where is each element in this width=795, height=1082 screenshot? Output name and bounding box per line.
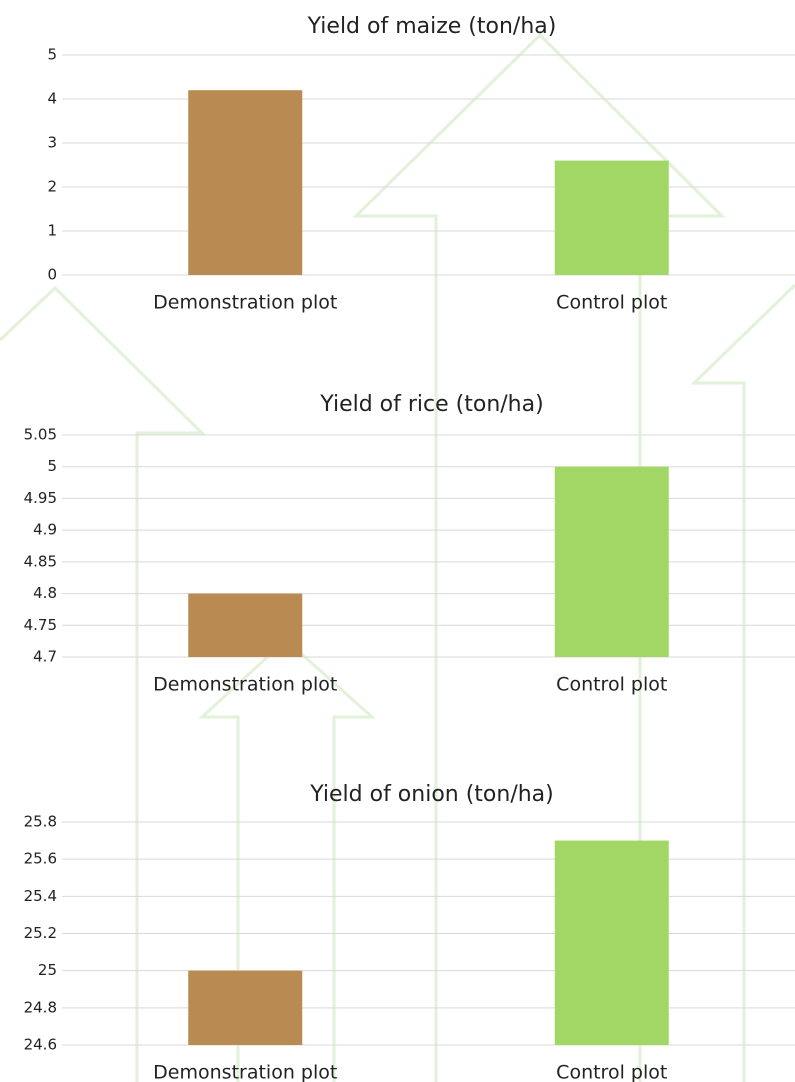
bar (188, 593, 303, 657)
chart-title: Yield of rice (ton/ha) (319, 392, 543, 417)
background-arrows (0, 32, 795, 1082)
y-tick-label: 24.8 (24, 998, 57, 1016)
y-tick-label: 0 (47, 266, 57, 284)
y-tick-label: 4.9 (33, 521, 57, 539)
x-tick-label: Demonstration plot (153, 1062, 337, 1082)
y-tick-label: 25.6 (24, 850, 57, 868)
y-tick-label: 4 (47, 90, 57, 108)
y-tick-label: 4.85 (24, 552, 57, 570)
chart-title: Yield of onion (ton/ha) (309, 782, 554, 807)
x-tick-label: Control plot (556, 292, 667, 314)
y-tick-label: 25.2 (24, 924, 57, 942)
x-tick-label: Demonstration plot (153, 674, 337, 696)
y-tick-label: 4.7 (33, 648, 57, 666)
y-tick-label: 24.6 (24, 1036, 57, 1054)
y-tick-label: 25 (38, 961, 57, 979)
chart-title: Yield of maize (ton/ha) (307, 14, 557, 39)
bar (188, 970, 303, 1045)
y-tick-label: 1 (47, 222, 57, 240)
y-tick-label: 25.8 (24, 813, 57, 831)
y-tick-label: 25.4 (24, 887, 57, 905)
y-tick-label: 2 (47, 178, 57, 196)
x-tick-label: Control plot (556, 1062, 667, 1082)
bar (554, 160, 669, 275)
bar (188, 90, 303, 275)
x-tick-label: Control plot (556, 674, 667, 696)
bar (554, 466, 669, 657)
y-tick-label: 4.75 (24, 616, 57, 634)
y-tick-label: 4.95 (24, 489, 57, 507)
x-tick-label: Demonstration plot (153, 292, 337, 314)
arrow (0, 285, 206, 1082)
y-tick-label: 3 (47, 134, 57, 152)
y-tick-label: 5 (47, 46, 57, 64)
y-tick-label: 5.05 (24, 426, 57, 444)
y-tick-label: 4.8 (33, 584, 57, 602)
arrow (690, 283, 795, 1082)
bar (554, 840, 669, 1045)
y-tick-label: 5 (47, 457, 57, 475)
